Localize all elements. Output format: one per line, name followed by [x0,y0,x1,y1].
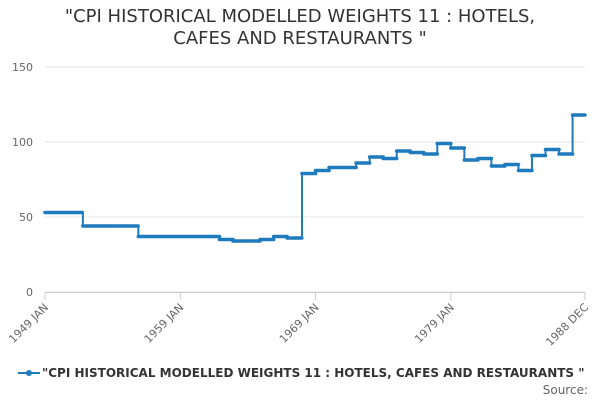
data-point[interactable] [136,224,140,228]
data-point[interactable] [217,234,222,239]
y-tick-label: 0 [26,286,33,299]
y-tick-label: 150 [12,61,33,74]
data-point[interactable] [394,156,399,161]
data-point[interactable] [271,237,276,242]
data-point[interactable] [80,210,84,215]
data-point[interactable] [489,156,494,161]
data-point[interactable] [449,141,453,146]
chart-title: "CPI HISTORICAL MODELLED WEIGHTS 11 : HO… [0,6,600,50]
source-label: Source: [542,383,588,397]
x-tick-label: 1979 JAN [412,301,457,346]
data-point[interactable] [462,146,467,150]
x-tick-label: 1969 JAN [277,301,322,346]
data-point[interactable] [583,113,587,117]
y-tick-label: 100 [12,136,33,149]
data-point[interactable] [367,161,372,165]
data-point[interactable] [557,147,561,152]
series-line [45,114,585,242]
x-tick-label: 1949 JAN [6,301,51,346]
legend-series-label: "CPI HISTORICAL MODELLED WEIGHTS 11 : HO… [42,366,585,380]
data-point[interactable] [435,152,440,156]
data-point[interactable] [327,168,331,173]
x-tick-label: 1959 JAN [142,301,187,346]
chart-title-line-1: "CPI HISTORICAL MODELLED WEIGHTS 11 : HO… [64,6,536,27]
data-point[interactable] [313,171,318,176]
data-point[interactable] [516,162,521,167]
y-tick-label: 50 [19,211,33,224]
data-point[interactable] [530,168,534,173]
data-point[interactable] [354,165,358,170]
legend[interactable]: "CPI HISTORICAL MODELLED WEIGHTS 11 : HO… [18,366,585,380]
chart-title-line-2: CAFES AND RESTAURANTS " [173,28,427,49]
data-point[interactable] [570,152,575,156]
data-point[interactable] [299,236,304,240]
x-tick-label: 1988 DEC [543,301,591,349]
legend-series-marker [18,370,40,376]
series-markers [43,113,587,243]
data-point[interactable] [543,153,548,158]
